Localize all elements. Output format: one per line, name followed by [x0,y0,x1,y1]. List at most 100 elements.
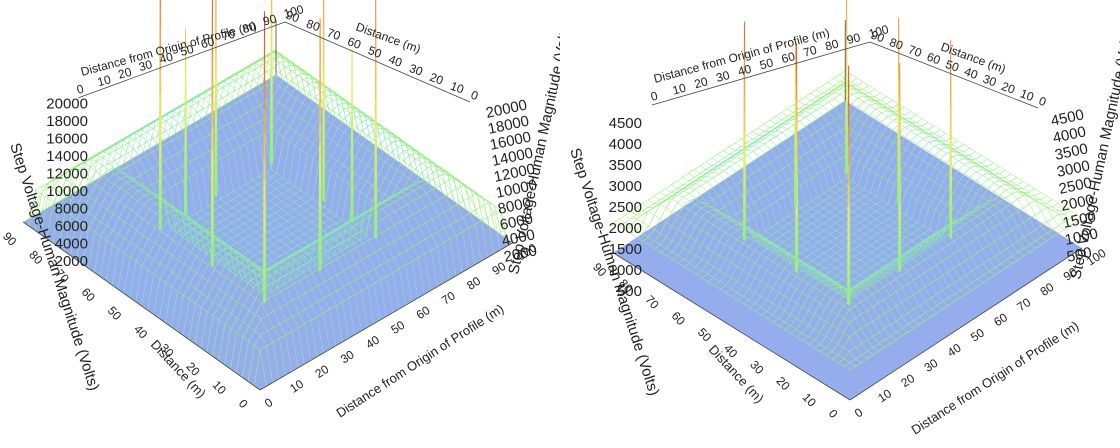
y-tick-label: 90 [0,229,20,249]
z-tick-label-left: 500 [617,283,642,300]
z-tick-label-right: 500 [1065,244,1093,266]
surface-gridline [29,189,267,387]
top-x-tick-label: 60 [199,34,216,51]
top-y-axis-title: Distance (m) [354,20,423,56]
top-y-tick-label: 70 [906,42,924,60]
surface-gridline [41,175,280,380]
x-tick-label: 80 [1038,280,1057,299]
surface-gridline [833,78,1071,226]
top-y-tick-label: 90 [869,28,887,46]
x-tick-label: 10 [875,386,894,405]
z-tick-label-right: 4000 [500,226,536,250]
z-tick-label-left: 12000 [46,166,88,183]
z-tick-label-left: 3000 [609,178,642,195]
surface-gridline [86,144,324,354]
z-tick-label-left: 14000 [46,148,88,165]
top-x-tick-label: 10 [96,72,113,89]
surface-gridline [199,77,438,288]
z-tick-label-left: 4000 [609,136,642,153]
top-x-tick-label: 30 [137,57,154,74]
z-tick-label-right: 2000 [1059,191,1095,215]
surface-gridline [275,74,514,244]
x-tick-label: 70 [439,288,458,307]
x-axis-line [259,242,514,391]
surface-gridline [54,162,292,372]
top-x-tick-label: 80 [241,19,258,36]
top-x-tick-label: 40 [736,62,753,79]
z-tick-label-left: 1500 [609,241,642,258]
top-x-axis [77,21,286,99]
x-tick-label: 50 [968,325,987,344]
surface-gridline [218,66,457,276]
x-tick-label: 60 [414,303,433,322]
top-x-tick-label: 40 [158,49,175,66]
z-tick-label-left: 3500 [609,157,642,174]
x-tick-label: 0 [852,405,865,421]
surface-gridline [60,158,299,368]
surface-gridline [105,133,343,343]
surface-gridline [136,114,375,324]
surface-gridline [123,122,362,332]
z-tick-label-left: 4500 [609,115,642,132]
z-tick-label-left: 4000 [55,236,88,253]
top-y-tick-label: 40 [962,64,980,82]
z-tick-label-right: 2500 [1057,174,1093,198]
surface-gridline [149,107,387,317]
surface-gridline [35,183,273,383]
top-x-tick-label: 70 [802,43,819,60]
z-tick-label-right: 1000 [1063,225,1099,249]
y-tick-label: 60 [669,309,689,329]
y-tick-label: 0 [826,406,841,421]
z-tick-label-right: 8000 [496,194,532,218]
z-tick-label-left: 10000 [46,183,88,200]
surface-gridline [845,70,1083,219]
surface-gridline [187,85,425,295]
surface-gridline [117,125,356,335]
top-y-tick-label: 80 [305,17,323,35]
top-y-tick-label: 70 [325,25,343,43]
top-y-tick-label: 90 [284,8,302,26]
x-tick-label: 80 [464,274,483,293]
y-tick-label: 0 [236,396,251,411]
y-tick-label: 20 [773,374,793,394]
surface-gridline [769,115,1007,268]
top-y-tick-label: 0 [469,88,480,104]
x-tick-label: 40 [363,332,382,351]
surface-gridline [746,130,984,283]
surface-gridline [130,118,368,328]
surface-gridline [839,74,1077,223]
top-x-axis-title: Distance from Origin of Profile (m) [79,18,258,78]
surface-gridline [723,145,961,299]
z-tick-label-right: 6000 [498,210,534,234]
z-tick-label-right: 1500 [1061,208,1097,232]
top-x-tick-label: 20 [693,74,710,91]
surface-gridline [717,149,955,302]
top-x-tick-label: 0 [649,89,659,104]
z-tick-label-left: 8000 [55,201,88,218]
surface-gridline [810,88,1048,242]
x-tick-label: 50 [388,318,407,337]
surface-gridline [269,49,507,247]
top-y-tick-label: 10 [448,79,466,97]
surface-gridline [734,137,972,291]
x-tick-label: 20 [898,371,917,390]
chart-left: 0102030405060708090100010203040506070809… [0,0,560,421]
z-tick-label-left: 18000 [46,113,88,130]
surface-gridline [763,118,1001,272]
top-x-tick-label: 60 [780,49,797,66]
z-tick-label-left: 16000 [46,131,88,148]
surface-gridline [212,70,450,280]
top-y-tick-label: 50 [944,57,962,75]
top-y-tick-label: 10 [1018,86,1036,104]
surface-gridline [758,122,996,276]
top-x-tick-label: 50 [179,42,196,59]
top-y-axis [869,41,1039,109]
top-y-tick-label: 30 [981,72,999,90]
y-tick-label: 50 [695,325,715,345]
top-y-tick-label: 60 [925,50,943,68]
x-axis-line [849,247,1083,401]
surface-gridline [142,111,381,321]
surface-gridline [816,84,1054,238]
surface-gridline [740,134,978,287]
